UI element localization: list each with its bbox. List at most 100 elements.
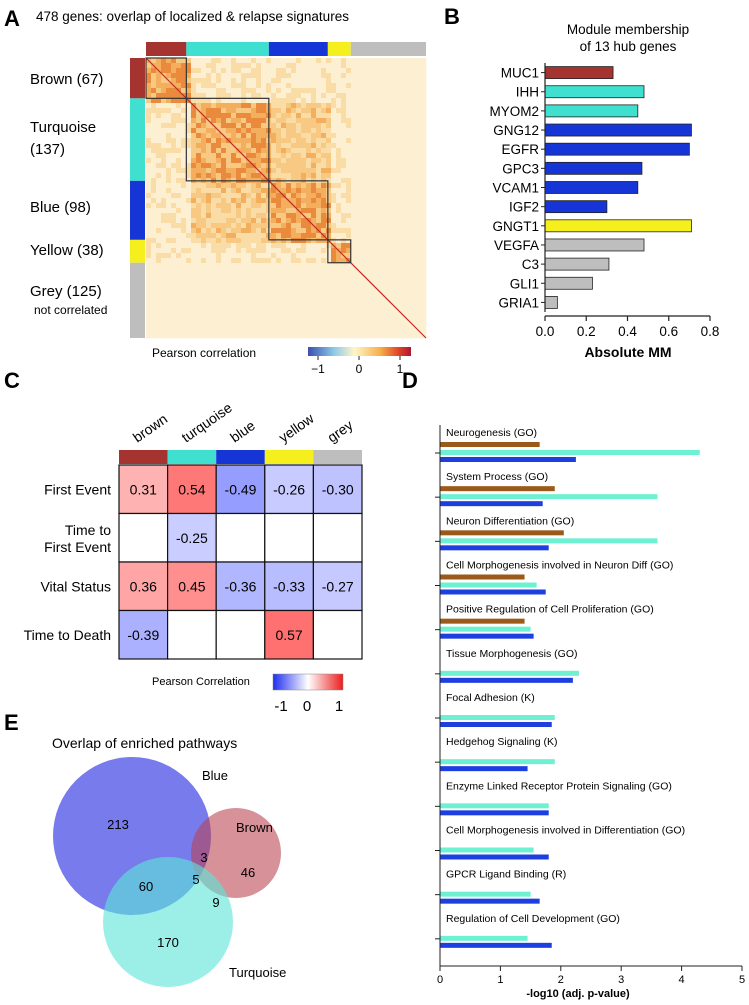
heatmap-cell [221,228,227,234]
heatmap-cell [291,118,297,124]
heatmap-cell [371,68,377,74]
heatmap-cell [406,188,412,194]
heatmap-cell [416,183,422,189]
heatmap-cell [331,193,337,199]
heatmap-cell [311,93,317,99]
heatmap-cell [271,153,277,159]
heatmap-cell [346,198,352,204]
heatmap-cell [346,318,352,324]
heatmap-cell [296,278,302,284]
heatmap-cell [306,183,312,189]
heatmap-cell [236,188,242,194]
heatmap-cell [196,98,202,104]
heatmap-cell [391,333,397,339]
heatmap-cell [156,228,162,234]
heatmap-cell [351,98,357,104]
heatmap-cell [176,268,182,274]
heatmap-cell [156,118,162,124]
heatmap-cell [351,138,357,144]
heatmap-cell [146,233,152,239]
heatmap-cell [321,198,327,204]
heatmap-cell [166,208,172,214]
heatmap-cell [206,98,212,104]
heatmap-cell [281,233,287,239]
heatmap-cell [181,328,187,334]
heatmap-cell [236,248,242,254]
heatmap-cell [296,173,302,179]
heatmap-cell [256,118,262,124]
heatmap-cell [376,153,382,159]
heatmap-cell [371,218,377,224]
heatmap-cell [276,93,282,99]
heatmap-cell [216,253,222,259]
heatmap-cell [171,248,177,254]
heatmap-cell [296,203,302,209]
heatmap-cell [256,113,262,119]
heatmap-cell [331,303,337,309]
heatmap-cell [171,203,177,209]
heatmap-cell [381,68,387,74]
heatmap-cell [171,68,177,74]
heatmap-cell [416,233,422,239]
heatmap-cell [146,88,152,94]
heatmap-cell [156,273,162,279]
heatmap-cell [286,293,292,299]
heatmap-cell [171,173,177,179]
heatmap-cell [156,188,162,194]
heatmap-cell [271,163,277,169]
heatmap-cell [146,133,152,139]
heatmap-cell [246,188,252,194]
heatmap-cell [201,318,207,324]
panel-a-title: 478 genes: overlap of localized & relaps… [36,9,349,24]
heatmap-cell [326,328,332,334]
heatmap-cell [416,268,422,274]
heatmap-cell [421,258,427,264]
heatmap-cell [361,258,367,264]
heatmap-cell [306,273,312,279]
heatmap-cell [161,328,167,334]
heatmap-cell [326,58,332,64]
heatmap-cell [406,263,412,269]
heatmap-cell [261,318,267,324]
heatmap-cell [166,88,172,94]
heatmap-cell [261,313,267,319]
heatmap-cell [146,183,152,189]
heatmap-cell [221,293,227,299]
heatmap-cell [246,273,252,279]
heatmap-cell [351,128,357,134]
heatmap-cell [151,218,157,224]
heatmap-cell [336,323,342,329]
heatmap-cell [291,83,297,89]
heatmap-cell [226,298,232,304]
correlation-heatmap [130,42,427,339]
heatmap-cell [386,78,392,84]
heatmap-cell [196,303,202,309]
heatmap-cell [366,93,372,99]
heatmap-cell [146,153,152,159]
heatmap-cell [271,278,277,284]
heatmap-cell [306,58,312,64]
heatmap-cell [241,223,247,229]
heatmap-cell [281,223,287,229]
heatmap-cell [336,68,342,74]
heatmap-cell [161,283,167,289]
heatmap-cell [221,93,227,99]
heatmap-cell [216,223,222,229]
heatmap-cell [216,133,222,139]
heatmap-cell [336,58,342,64]
heatmap-cell [191,93,197,99]
heatmap-cell [321,318,327,324]
heatmap-cell [146,228,152,234]
heatmap-cell [421,318,427,324]
heatmap-cell [341,103,347,109]
heatmap-cell [326,253,332,259]
heatmap-cell [276,253,282,259]
heatmap-cell [201,173,207,179]
heatmap-cell [146,223,152,229]
enrichment-x-tick: 1 [497,974,503,986]
heatmap-cell [241,288,247,294]
heatmap-cell [396,203,402,209]
heatmap-cell [326,198,332,204]
heatmap-cell [246,153,252,159]
heatmap-cell [236,273,242,279]
